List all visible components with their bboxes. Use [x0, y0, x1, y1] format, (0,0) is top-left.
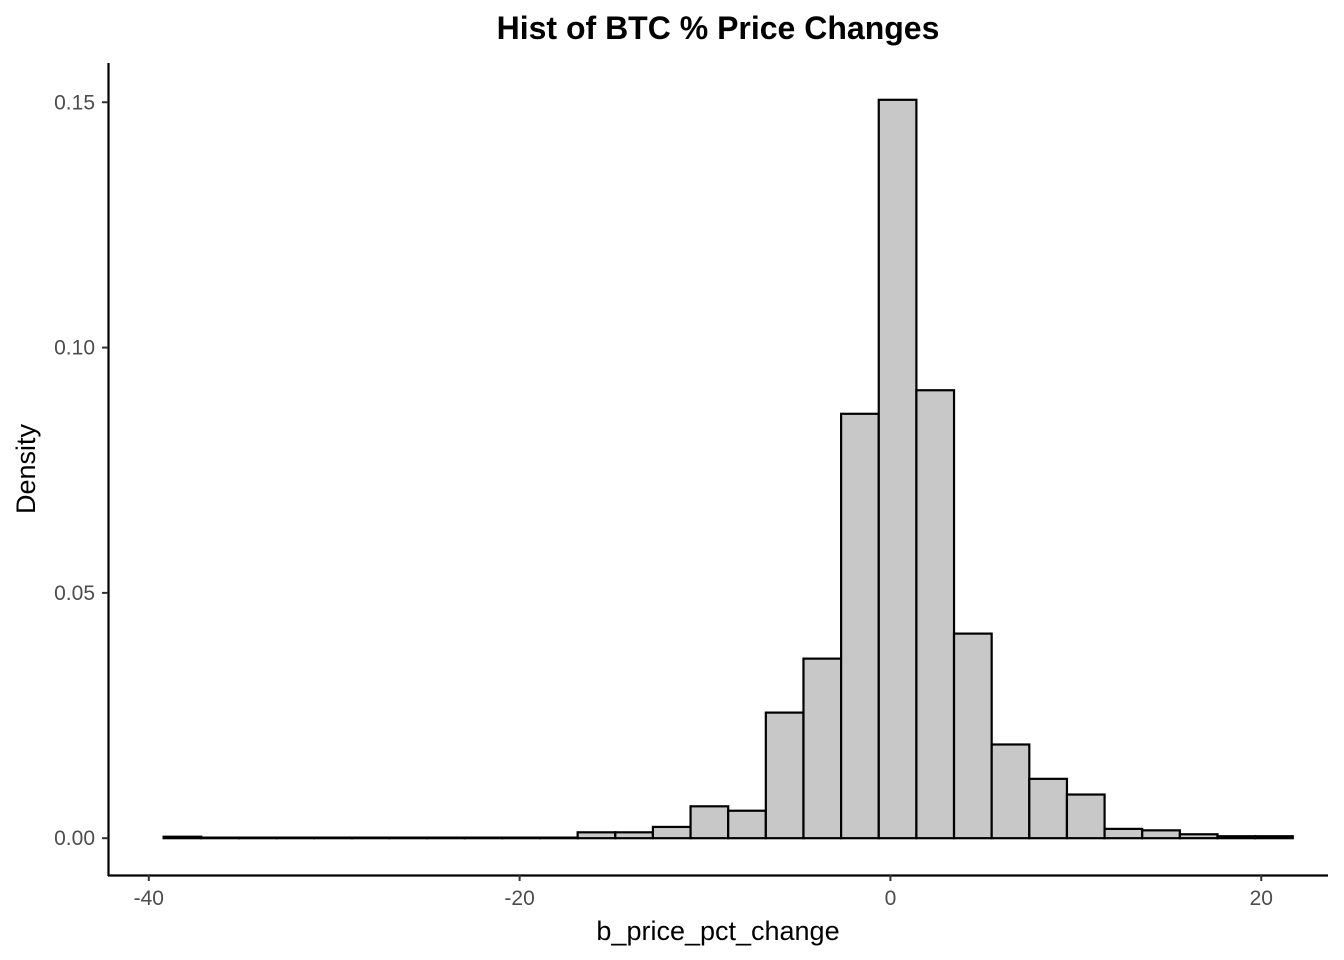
histogram-bar — [200, 836, 240, 840]
histogram-bar — [727, 809, 767, 840]
histogram-bar — [425, 836, 466, 840]
histogram-bar — [840, 412, 880, 840]
x-tick-label: 20 — [1250, 887, 1273, 910]
y-tick-label: 0.10 — [54, 337, 95, 360]
histogram-bar — [1103, 827, 1144, 840]
histogram-bar — [952, 632, 993, 840]
histogram-bar — [237, 836, 278, 840]
histogram-bar — [350, 836, 391, 840]
histogram-bar — [501, 836, 542, 840]
histogram-bar — [802, 657, 843, 840]
x-axis-label: b_price_pct_change — [596, 916, 839, 946]
histogram-bar — [463, 836, 504, 840]
histogram-bar — [915, 389, 956, 840]
histogram-bar — [990, 743, 1031, 840]
y-axis-label: Density — [11, 423, 41, 514]
histogram-bar — [275, 836, 316, 840]
y-tick-label: 0.00 — [54, 827, 95, 850]
y-tick-label: 0.05 — [54, 582, 95, 605]
histogram-bar — [388, 836, 429, 840]
y-axis: 0.00 0.05 0.10 0.15 — [54, 63, 110, 876]
x-axis: -40 -20 0 20 — [108, 874, 1328, 910]
chart-title: Hist of BTC % Price Changes — [497, 10, 940, 46]
x-tick-label: -40 — [134, 887, 164, 910]
histogram-bar — [1028, 777, 1069, 840]
histogram-bar — [614, 831, 655, 840]
y-tick-label: 0.15 — [54, 91, 95, 114]
histogram-bar — [1254, 835, 1294, 840]
histogram-bar — [1065, 793, 1106, 840]
histogram-bar — [651, 825, 692, 840]
histogram-bar — [576, 831, 617, 840]
histogram-bar — [1216, 835, 1257, 840]
histogram-bar — [1141, 829, 1181, 840]
histogram-bar — [538, 836, 579, 840]
histogram-bar — [1178, 833, 1219, 840]
x-tick-label: 0 — [885, 887, 897, 910]
histogram-bar — [877, 98, 918, 840]
bars-group — [162, 98, 1294, 840]
histogram-bar — [313, 836, 353, 840]
histogram-bar — [689, 805, 730, 840]
histogram-bar — [764, 711, 805, 840]
x-tick-label: -20 — [504, 887, 534, 910]
histogram-bar — [162, 835, 203, 840]
